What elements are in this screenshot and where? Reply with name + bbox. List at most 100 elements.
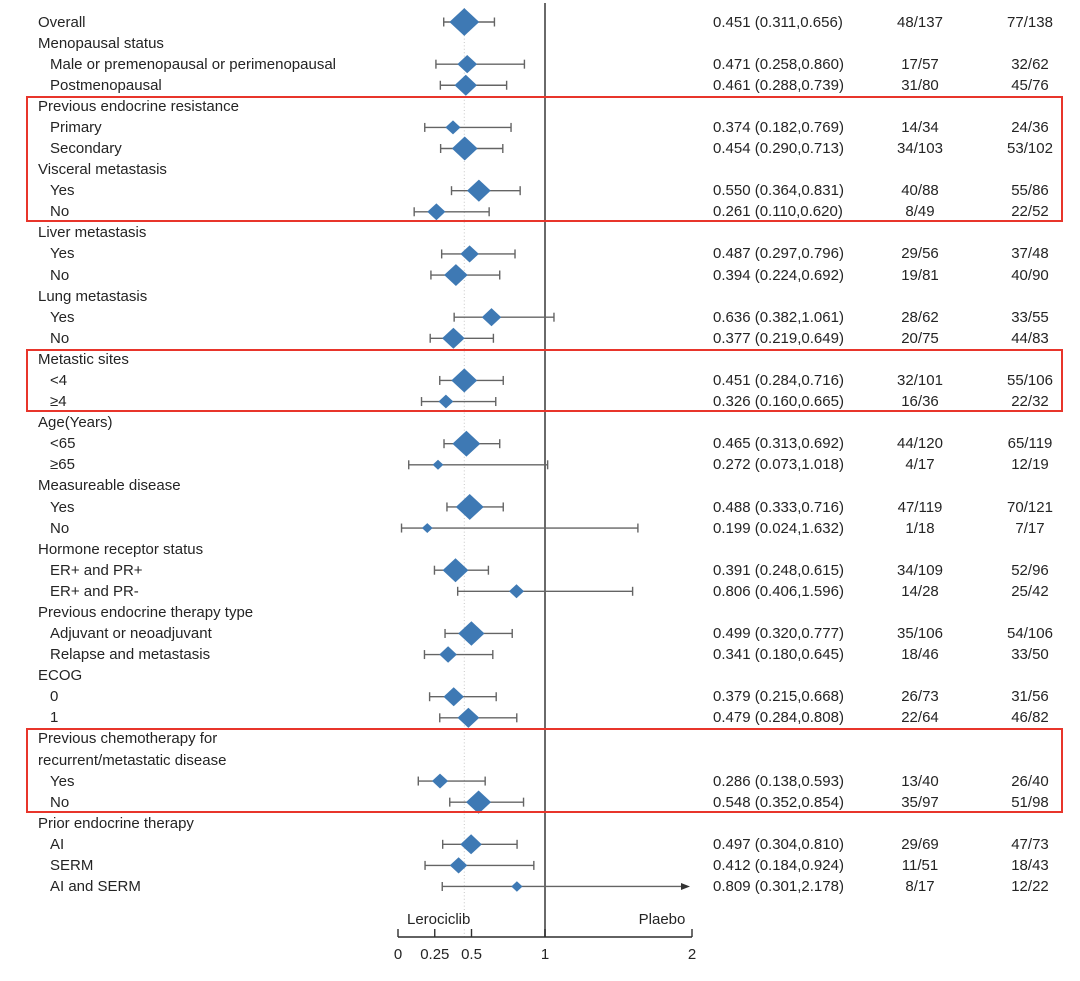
- point-estimate-diamond: [443, 687, 464, 707]
- point-estimate-diamond: [458, 621, 485, 646]
- axis-tick-label: 0.25: [420, 946, 450, 963]
- axis-tick-label: 0: [393, 946, 403, 963]
- point-estimate-diamond: [457, 707, 480, 728]
- lerociclib-events: 14/28: [901, 582, 939, 600]
- placebo-events: 33/50: [1011, 646, 1049, 664]
- lerociclib-events: 11/51: [901, 856, 939, 874]
- subgroup-label: No: [50, 329, 70, 347]
- hr-ci-value: 0.272 (0.073,1.018): [713, 456, 844, 474]
- lerociclib-events: 34/109: [897, 561, 943, 579]
- point-estimate-diamond: [452, 430, 481, 457]
- subgroup-label: Yes: [50, 498, 75, 516]
- point-estimate-diamond: [449, 8, 480, 36]
- lerociclib-events: 35/97: [901, 793, 939, 811]
- group-label: Prior endocrine therapy: [38, 814, 194, 832]
- hr-ci-value: 0.471 (0.258,0.860): [713, 55, 844, 73]
- subgroup-label: Adjuvant or neoadjuvant: [50, 625, 212, 642]
- subgroup-label: <65: [50, 435, 76, 453]
- subgroup-label: AI and SERM: [50, 878, 141, 895]
- axis-tick-label: 2: [687, 946, 697, 963]
- lerociclib-events: 35/106: [897, 625, 943, 642]
- point-estimate-diamond: [460, 245, 479, 263]
- lerociclib-events: 20/75: [901, 329, 939, 347]
- hr-ci-value: 0.465 (0.313,0.692): [713, 435, 844, 453]
- placebo-events: 18/43: [1011, 856, 1049, 874]
- placebo-events: 12/19: [1011, 456, 1049, 474]
- point-estimate-diamond: [511, 881, 523, 892]
- hr-ci-value: 0.391 (0.248,0.615): [713, 561, 844, 579]
- lerociclib-events: 29/56: [901, 245, 939, 263]
- subgroup-label: Secondary: [50, 140, 122, 157]
- group-label: Metastic sites: [38, 350, 129, 368]
- subgroup-label: 1: [50, 709, 59, 727]
- point-estimate-diamond: [451, 368, 478, 393]
- hr-ci-value: 0.451 (0.311,0.656): [713, 13, 843, 31]
- hr-ci-value: 0.487 (0.297,0.796): [713, 245, 844, 263]
- hr-ci-value: 0.379 (0.215,0.668): [713, 688, 844, 706]
- lerociclib-events: 47/119: [897, 498, 943, 516]
- placebo-events: 33/55: [1011, 308, 1049, 326]
- lerociclib-events: 18/46: [901, 646, 939, 664]
- placebo-events: 55/106: [1007, 371, 1053, 389]
- point-estimate-diamond: [449, 857, 468, 874]
- lerociclib-events: 29/69: [901, 835, 939, 853]
- group-label: Age(Years): [38, 414, 113, 432]
- placebo-events: 32/62: [1011, 55, 1049, 73]
- point-estimate-diamond: [454, 74, 477, 96]
- point-estimate-diamond: [467, 179, 491, 202]
- lerociclib-events: 8/49: [905, 203, 935, 221]
- placebo-events: 7/17: [1015, 519, 1045, 537]
- lerociclib-events: 8/17: [905, 878, 935, 895]
- ci-truncation-arrowhead: [681, 882, 690, 890]
- axis-tick-label: 0.5: [461, 946, 482, 963]
- hr-ci-value: 0.261 (0.110,0.620): [713, 203, 843, 221]
- subgroup-label: ER+ and PR+: [50, 561, 143, 579]
- lerociclib-events: 34/103: [897, 140, 943, 157]
- placebo-events: 65/119: [1007, 435, 1053, 453]
- placebo-events: 26/40: [1011, 772, 1049, 790]
- lerociclib-events: 14/34: [901, 118, 939, 136]
- lerociclib-events: 1/18: [905, 519, 935, 537]
- group-label: Visceral metastasis: [38, 161, 167, 179]
- subgroup-label: No: [50, 793, 70, 811]
- subgroup-label: ≥65: [50, 456, 75, 474]
- subgroup-label: Relapse and metastasis: [50, 646, 211, 664]
- point-estimate-diamond: [421, 523, 433, 533]
- lerociclib-events: 40/88: [901, 182, 939, 200]
- hr-ci-value: 0.286 (0.138,0.593): [713, 772, 844, 790]
- placebo-events: 12/22: [1011, 878, 1049, 895]
- lerociclib-events: 44/120: [897, 435, 943, 453]
- hr-ci-value: 0.412 (0.184,0.924): [713, 856, 844, 874]
- hr-ci-value: 0.394 (0.224,0.692): [713, 266, 844, 284]
- point-estimate-diamond: [442, 327, 465, 349]
- point-estimate-diamond: [442, 558, 469, 583]
- lerociclib-events: 28/62: [901, 308, 939, 326]
- placebo-events: 46/82: [1011, 709, 1049, 727]
- placebo-events: 53/102: [1007, 140, 1053, 157]
- group-label: Hormone receptor status: [38, 540, 204, 558]
- lerociclib-events: 13/40: [901, 772, 939, 790]
- point-estimate-diamond: [444, 264, 468, 286]
- point-estimate-diamond: [481, 308, 502, 327]
- hr-ci-value: 0.451 (0.284,0.716): [713, 371, 844, 389]
- placebo-events: 44/83: [1011, 329, 1049, 347]
- hr-ci-value: 0.461 (0.288,0.739): [713, 76, 844, 94]
- lerociclib-events: 16/36: [901, 393, 939, 410]
- point-estimate-diamond: [432, 459, 444, 470]
- subgroup-label: No: [50, 519, 70, 537]
- point-estimate-diamond: [460, 834, 482, 855]
- point-estimate-diamond: [432, 773, 449, 789]
- group-label: Menopausal status: [38, 34, 164, 52]
- point-estimate-diamond: [466, 790, 492, 814]
- lerociclib-events: 17/57: [901, 55, 939, 73]
- group-label: Previous chemotherapy for: [38, 730, 218, 748]
- hr-ci-value: 0.809 (0.301,2.178): [713, 878, 844, 895]
- lerociclib-events: 48/137: [897, 13, 943, 31]
- point-estimate-diamond: [509, 584, 524, 599]
- subgroup-label: AI: [50, 835, 65, 853]
- group-label: recurrent/metastatic disease: [38, 751, 227, 769]
- lerociclib-events: 26/73: [901, 688, 939, 706]
- subgroup-label: 0: [50, 688, 59, 706]
- placebo-events: 45/76: [1011, 76, 1049, 94]
